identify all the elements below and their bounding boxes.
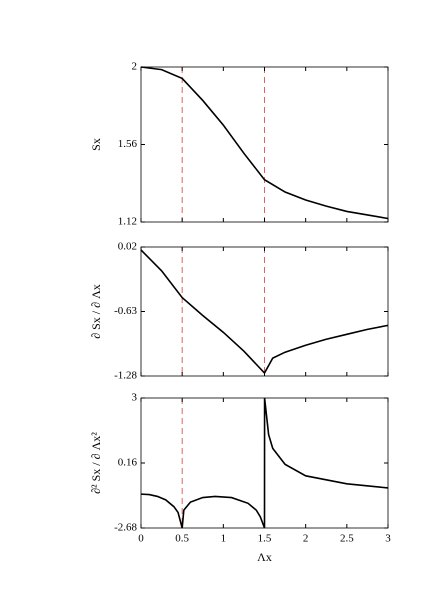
y-axis-label: ∂ Sx / ∂ Λx — [89, 284, 103, 339]
y-tick-label: 3 — [132, 392, 138, 404]
y-tick-label: 2 — [132, 61, 138, 73]
x-tick-label: 0.5 — [175, 533, 189, 545]
y-tick-label: 1.56 — [118, 138, 138, 150]
y-tick-label: -2.68 — [114, 522, 137, 534]
x-axis-label: Λx — [257, 550, 272, 564]
x-tick-label: 2.5 — [340, 533, 354, 545]
y-axis-label: Sx — [89, 138, 103, 151]
data-line — [140, 397, 389, 529]
y-tick-label: 0.16 — [118, 457, 138, 469]
y-tick-label: 1.12 — [118, 216, 137, 228]
data-line — [140, 66, 389, 220]
x-tick-label: 3 — [385, 533, 391, 545]
y-tick-label: 0.02 — [118, 241, 137, 253]
x-tick-label: 2 — [303, 533, 309, 545]
y-tick-label: -0.63 — [114, 305, 137, 317]
data-line — [140, 249, 389, 375]
x-tick-label: 0 — [138, 533, 144, 545]
x-tick-label: 1 — [221, 533, 227, 545]
y-axis-label: ∂² Sx / ∂ Λx² — [89, 432, 103, 494]
y-tick-label: -1.28 — [114, 370, 137, 382]
x-tick-label: 1.5 — [258, 533, 272, 545]
